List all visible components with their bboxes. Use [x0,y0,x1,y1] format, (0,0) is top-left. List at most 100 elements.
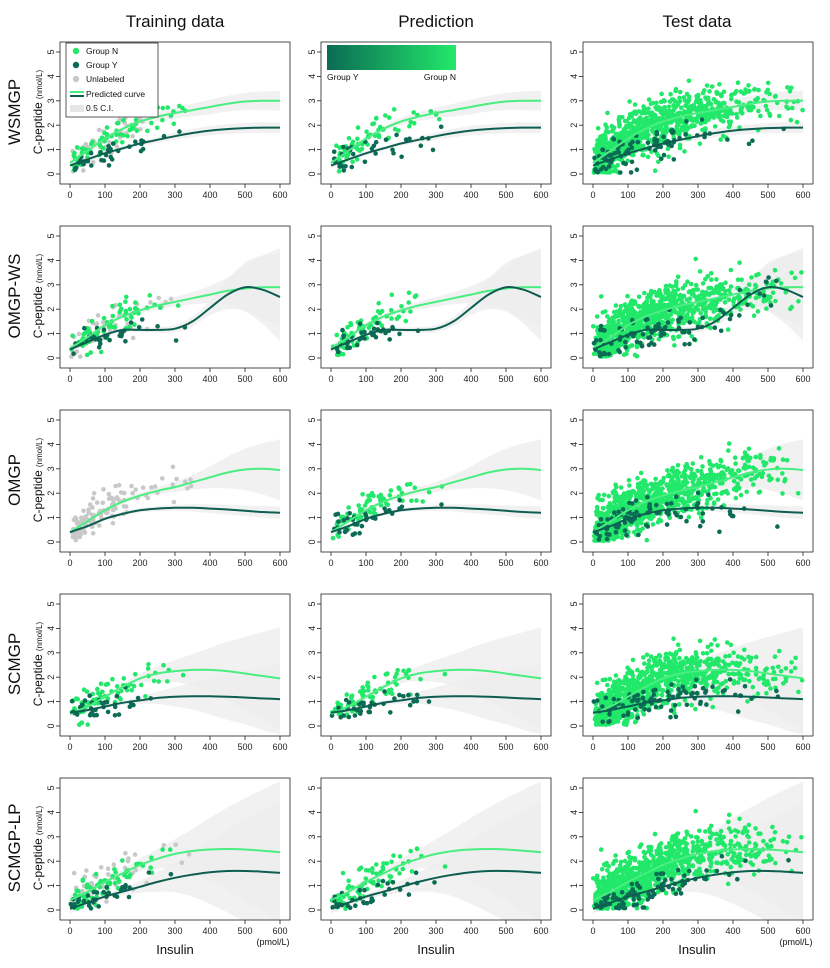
point-group-n [746,464,752,470]
point-group-y [727,509,733,514]
point-group-n [637,115,643,120]
point-group-y [341,144,346,150]
point-group-y [628,170,634,175]
point-group-y [775,524,780,529]
x-tick-label: 500 [498,374,513,384]
point-group-y [697,523,703,529]
point-group-n [412,485,418,491]
point-group-n [665,468,670,473]
point-group-y [687,341,692,347]
point-group-n [396,128,401,133]
point-group-n [171,121,177,127]
point-group-n [720,119,726,124]
point-group-n [345,324,350,330]
point-group-n [624,326,630,332]
y-tick-label: 5 [46,49,56,54]
point-group-n [749,275,754,280]
point-group-y [661,134,666,140]
point-group-n [721,471,726,476]
point-group-n [684,461,689,467]
point-group-y [107,337,112,343]
point-group-n [600,505,606,511]
point-group-n [612,488,617,493]
point-group-y [728,312,734,318]
point-group-n [606,687,612,693]
point-group-n [718,459,724,464]
row-title-scmgp: SCMGP [5,633,24,695]
point-group-n [750,684,756,690]
point-group-n [661,475,666,481]
y-tick-label: 4 [46,258,56,263]
point-group-n [722,300,728,305]
point-group-n [101,315,107,321]
x-tick-label: 400 [463,190,478,200]
point-group-n [686,289,692,295]
point-group-n [389,292,395,298]
point-group-n [765,87,771,93]
point-group-n [726,288,732,293]
y-tick-label: 1 [307,331,317,336]
point-group-y [682,342,687,347]
point-group-n [708,467,713,472]
point-unlabeled [188,483,194,489]
plot-area [591,627,805,735]
point-group-n [772,267,778,273]
point-group-y [116,712,122,717]
point-group-n [726,297,732,303]
point-group-n [154,125,160,131]
point-unlabeled [81,508,86,514]
point-group-n [659,91,664,97]
point-group-y [603,166,609,172]
point-group-n [660,688,665,694]
point-group-y [362,159,368,165]
point-group-n [364,129,369,134]
point-group-n [715,284,720,290]
y-tick-label: 0 [307,171,317,176]
point-group-n [656,153,661,158]
point-group-n [699,302,704,308]
point-group-n [623,308,628,314]
point-group-n [785,85,790,90]
point-group-n [656,123,661,129]
point-group-n [673,283,679,289]
point-group-n [127,127,132,133]
point-group-n [677,294,683,299]
x-tick-label: 600 [533,190,548,200]
point-group-y [615,525,621,530]
point-group-n [100,145,106,151]
point-group-n [725,466,731,471]
point-group-n [607,170,612,175]
y-tick-label: 0 [569,539,579,544]
point-group-n [707,89,712,94]
point-group-n [664,311,669,317]
ci-band [331,248,541,352]
point-group-n [627,483,632,488]
x-tick-label: 500 [237,374,252,384]
point-group-n [666,154,671,159]
ci-band [331,504,541,535]
point-group-y [725,137,730,142]
point-group-n [756,87,761,93]
point-group-n [753,654,759,660]
point-group-y [350,532,356,537]
point-group-n [627,668,632,673]
xlabel-col-2: Insulin [678,942,716,957]
y-tick-label: 3 [307,98,317,103]
point-group-y [620,507,626,512]
point-group-n [87,329,92,335]
point-group-n [667,473,673,479]
point-group-y [347,345,353,351]
point-unlabeled [170,482,175,487]
point-group-n [789,304,794,310]
point-group-n [406,300,412,305]
point-group-y [639,343,645,349]
point-group-n [636,324,642,329]
point-group-y [644,523,649,528]
point-group-n [131,683,137,689]
ci-band [70,122,280,169]
point-group-n [625,130,630,135]
point-group-y [349,164,355,170]
point-group-n [389,691,395,697]
point-group-n [700,474,705,480]
x-tick-label: 0 [328,190,333,200]
